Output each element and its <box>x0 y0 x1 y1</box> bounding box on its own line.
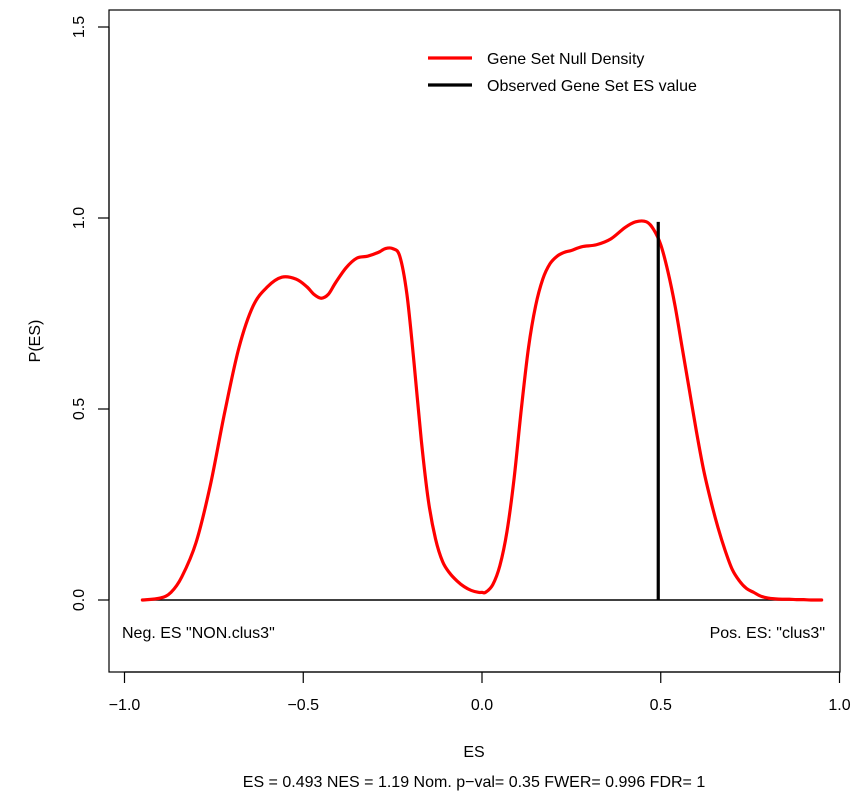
y-tick-label: 0.0 <box>71 589 88 611</box>
neg-es-label: Neg. ES "NON.clus3" <box>122 625 275 642</box>
null-density-curve <box>140 219 824 602</box>
x-tick-label: 0.5 <box>650 697 672 714</box>
plot-frame <box>108 9 841 673</box>
x-tick-label: −1.0 <box>109 697 141 714</box>
pos-es-label: Pos. ES: "clus3" <box>710 625 825 642</box>
x-axis-label: ES <box>463 744 484 761</box>
x-tick-label: 0.0 <box>471 697 493 714</box>
y-tick-label: 0.5 <box>71 398 88 420</box>
y-axis-label: P(ES) <box>27 320 44 363</box>
x-tick-label: 1.0 <box>828 697 850 714</box>
y-axis: 0.0 0.5 1.0 1.5 <box>71 16 110 611</box>
stats-summary: ES = 0.493 NES = 1.19 Nom. p−val= 0.35 F… <box>243 774 706 791</box>
legend-label-density: Gene Set Null Density <box>487 51 644 68</box>
legend: Gene Set Null Density Observed Gene Set … <box>428 51 697 95</box>
y-tick-label: 1.0 <box>71 207 88 229</box>
y-tick-label: 1.5 <box>71 16 88 38</box>
x-axis: −1.0 −0.5 0.0 0.5 1.0 <box>109 671 851 714</box>
legend-label-observed: Observed Gene Set ES value <box>487 78 697 95</box>
x-tick-label: −0.5 <box>287 697 319 714</box>
